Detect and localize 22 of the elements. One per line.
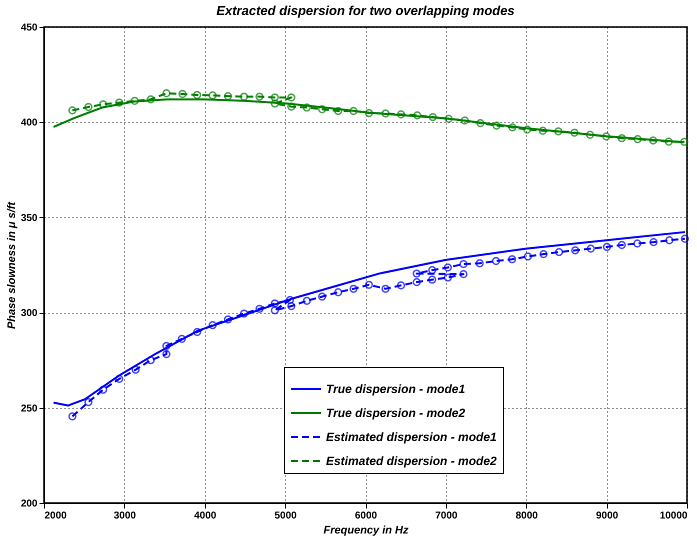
- x-tick-label: 9000: [596, 510, 619, 522]
- legend-label: Estimated dispersion - mode2: [326, 454, 498, 468]
- x-tick-label: 4000: [194, 510, 217, 522]
- x-tick-label: 2000: [44, 510, 68, 522]
- y-tick-label: 200: [20, 498, 38, 510]
- legend-label: Estimated dispersion - mode1: [326, 430, 498, 444]
- x-tick-label: 8000: [516, 510, 538, 522]
- x-tick-label: 3000: [114, 510, 136, 522]
- y-tick-label: 450: [20, 22, 38, 34]
- y-tick-label: 400: [20, 118, 38, 129]
- y-axis-title: Phase slowness in μ s/ft: [6, 200, 18, 330]
- x-tick-label: 10000: [660, 510, 688, 522]
- legend-label: True dispersion - mode1: [326, 382, 466, 396]
- y-tick-label: 250: [20, 403, 38, 414]
- legend-label: True dispersion - mode2: [326, 406, 466, 420]
- y-tick-label: 350: [20, 212, 38, 224]
- x-axis-title: Frequency in Hz: [324, 524, 409, 536]
- x-tick-label: 7000: [435, 510, 458, 522]
- x-tick-label: 6000: [354, 510, 378, 522]
- x-tick-label: 5000: [274, 510, 298, 522]
- y-tick-label: 300: [20, 308, 38, 320]
- chart-title: Extracted dispersion for two overlapping modes: [216, 3, 515, 18]
